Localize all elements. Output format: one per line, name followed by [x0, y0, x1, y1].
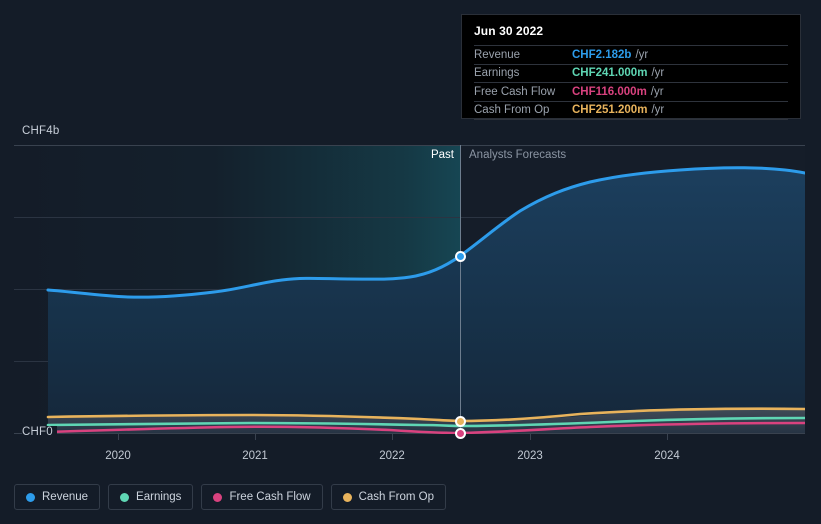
legend-dot-earnings-icon [120, 492, 130, 502]
tooltip-value-cash-from-op: CHF251.200m [572, 104, 648, 117]
x-axis-label-2021: 2021 [242, 450, 268, 462]
x-axis-label-2022: 2022 [379, 450, 405, 462]
tooltip-unit-cash-from-op: /yr [651, 104, 665, 117]
legend-label-earnings: Earnings [136, 491, 182, 503]
tooltip-bottom-rule [474, 119, 788, 120]
marker-free-cash-flow[interactable] [455, 428, 466, 439]
legend-dot-free-cash-flow-icon [213, 492, 223, 502]
legend-item-revenue[interactable]: Revenue [14, 484, 101, 510]
tooltip-row-earnings: Earnings CHF241.000m /yr [474, 63, 788, 83]
legend-item-cash-from-op[interactable]: Cash From Op [330, 484, 447, 510]
past-forecast-divider [460, 145, 461, 433]
y-axis-label-top: CHF4b [22, 125, 65, 137]
tooltip-label-revenue: Revenue [474, 48, 521, 61]
series-line-revenue [46, 166, 805, 299]
tooltip-date: Jun 30 2022 [474, 24, 544, 38]
legend-item-earnings[interactable]: Earnings [108, 484, 194, 510]
tooltip-unit-earnings: /yr [651, 67, 665, 80]
x-axis-label-2023: 2023 [517, 450, 543, 462]
legend-label-free-cash-flow: Free Cash Flow [229, 491, 311, 503]
revenue-area [48, 167, 805, 433]
gridline-0 [14, 433, 805, 434]
tooltip-row-free-cash-flow: Free Cash Flow CHF116.000m /yr [474, 82, 788, 101]
forecast-band-label: Analysts Forecasts [469, 149, 567, 161]
series-line-free-cash-flow [46, 421, 805, 434]
past-band-label: Past [430, 149, 454, 161]
marker-cash-from-op[interactable] [455, 416, 466, 427]
tooltip-unit-free-cash-flow: /yr [650, 85, 664, 98]
series-line-earnings [46, 416, 805, 428]
x-axis-label-2020: 2020 [105, 450, 131, 462]
data-tooltip: Jun 30 2022 Revenue CHF2.182b /yr Earnin… [461, 14, 801, 120]
tooltip-unit-revenue: /yr [635, 48, 649, 61]
marker-revenue[interactable] [455, 251, 466, 262]
tooltip-label-cash-from-op: Cash From Op [474, 104, 550, 117]
tooltip-value-revenue: CHF2.182b [572, 48, 632, 61]
tooltip-label-free-cash-flow: Free Cash Flow [474, 85, 556, 98]
legend-item-free-cash-flow[interactable]: Free Cash Flow [201, 484, 323, 510]
series-line-cash-from-op [46, 407, 805, 423]
legend-label-revenue: Revenue [42, 491, 89, 503]
x-axis-label-2024: 2024 [654, 450, 680, 462]
tooltip-row-cash-from-op: Cash From Op CHF251.200m /yr [474, 100, 788, 120]
legend-label-cash-from-op: Cash From Op [358, 491, 435, 503]
tooltip-value-free-cash-flow: CHF116.000m [572, 85, 647, 98]
tooltip-value-earnings: CHF241.000m [572, 67, 648, 80]
tooltip-row-revenue: Revenue CHF2.182b /yr [474, 45, 788, 64]
chart-legend: Revenue Earnings Free Cash Flow Cash Fro… [14, 484, 447, 510]
legend-dot-revenue-icon [26, 492, 35, 502]
legend-dot-cash-from-op-icon [342, 492, 352, 502]
gridline-4b [14, 145, 805, 146]
tooltip-label-earnings: Earnings [474, 67, 520, 80]
gridline-3b [14, 217, 805, 218]
y-axis-label-zero: CHF0 [22, 426, 57, 438]
